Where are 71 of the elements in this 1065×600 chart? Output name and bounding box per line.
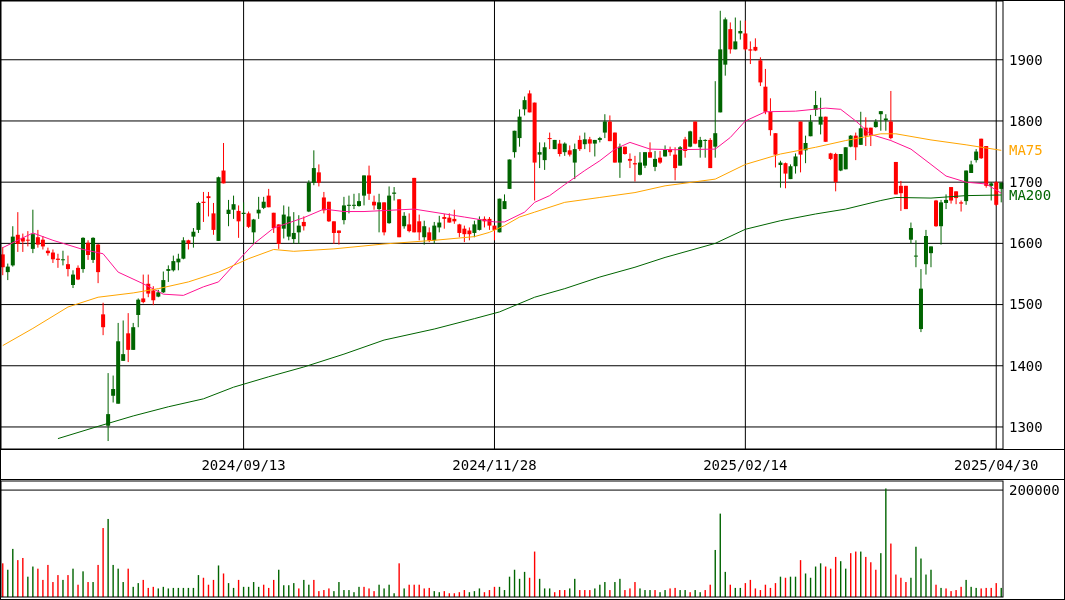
candlestick (818, 97, 823, 135)
candlestick (136, 297, 141, 328)
candlestick (653, 150, 658, 172)
candlestick (878, 110, 883, 132)
candlestick (768, 97, 773, 137)
candlestick (311, 149, 316, 186)
candlestick (658, 150, 663, 165)
candlestick (362, 174, 367, 206)
candlestick (191, 227, 196, 249)
candlestick (758, 56, 763, 87)
candlestick (888, 90, 893, 140)
candlestick (522, 95, 527, 116)
candlestick (291, 211, 296, 245)
candlestick (377, 193, 382, 233)
candlestick (698, 136, 703, 159)
y-tick-label: 1400 (1009, 357, 1043, 374)
candlestick (728, 21, 733, 55)
candlestick (908, 222, 913, 245)
candlestick (367, 165, 372, 201)
candlestick (748, 40, 753, 65)
candlestick (422, 220, 427, 246)
candlestick (939, 199, 944, 246)
y-tick-label: 200000 (1009, 481, 1060, 498)
candlestick (141, 274, 146, 304)
candlestick (733, 17, 738, 50)
y-tick-label: 1900 (1009, 51, 1043, 68)
candlestick (221, 142, 226, 184)
candlestick (206, 191, 211, 217)
candlestick (648, 141, 653, 159)
candlestick (251, 218, 256, 245)
candlestick (236, 204, 241, 239)
y-tick-label: 1300 (1009, 418, 1043, 435)
x-tick-label: 2025/02/14 (703, 457, 788, 473)
candlestick (678, 145, 683, 167)
candlestick (572, 143, 577, 180)
x-tick-label: 2024/11/28 (452, 457, 537, 473)
candlestick (602, 113, 607, 139)
candlestick (793, 152, 798, 175)
candlestick (627, 152, 632, 169)
candlestick (65, 255, 70, 277)
candlestick (316, 163, 321, 187)
x-tick-label: 2025/04/30 (954, 457, 1039, 473)
candlestick (60, 250, 65, 266)
y-tick-label: 1500 (1009, 296, 1043, 313)
x-tick-label: 2024/09/13 (201, 457, 286, 473)
candlestick (858, 111, 863, 146)
line-series (2, 133, 1002, 347)
line-series (2, 107, 1002, 296)
candlestick (101, 302, 106, 336)
candlestick (131, 322, 136, 351)
candlestick (713, 80, 718, 159)
candlestick (683, 136, 688, 159)
candlestick (517, 108, 522, 148)
candlestick (542, 141, 547, 171)
candlestick (913, 239, 918, 268)
series-label: MA75 (1009, 142, 1043, 159)
y-tick-label: 1600 (1009, 235, 1043, 252)
candlestick (231, 195, 236, 220)
candlestick (773, 132, 778, 168)
candlestick (783, 162, 788, 189)
candlestick (226, 199, 231, 227)
candlestick (211, 202, 216, 236)
candlestick (91, 236, 96, 264)
y-tick-label: 1800 (1009, 112, 1043, 129)
candlestick (432, 221, 437, 245)
candlestick (30, 209, 35, 254)
candlestick (959, 200, 964, 213)
candlestick (126, 312, 131, 363)
candlestick (617, 143, 622, 179)
candlestick (743, 20, 748, 52)
candlestick (673, 146, 678, 181)
